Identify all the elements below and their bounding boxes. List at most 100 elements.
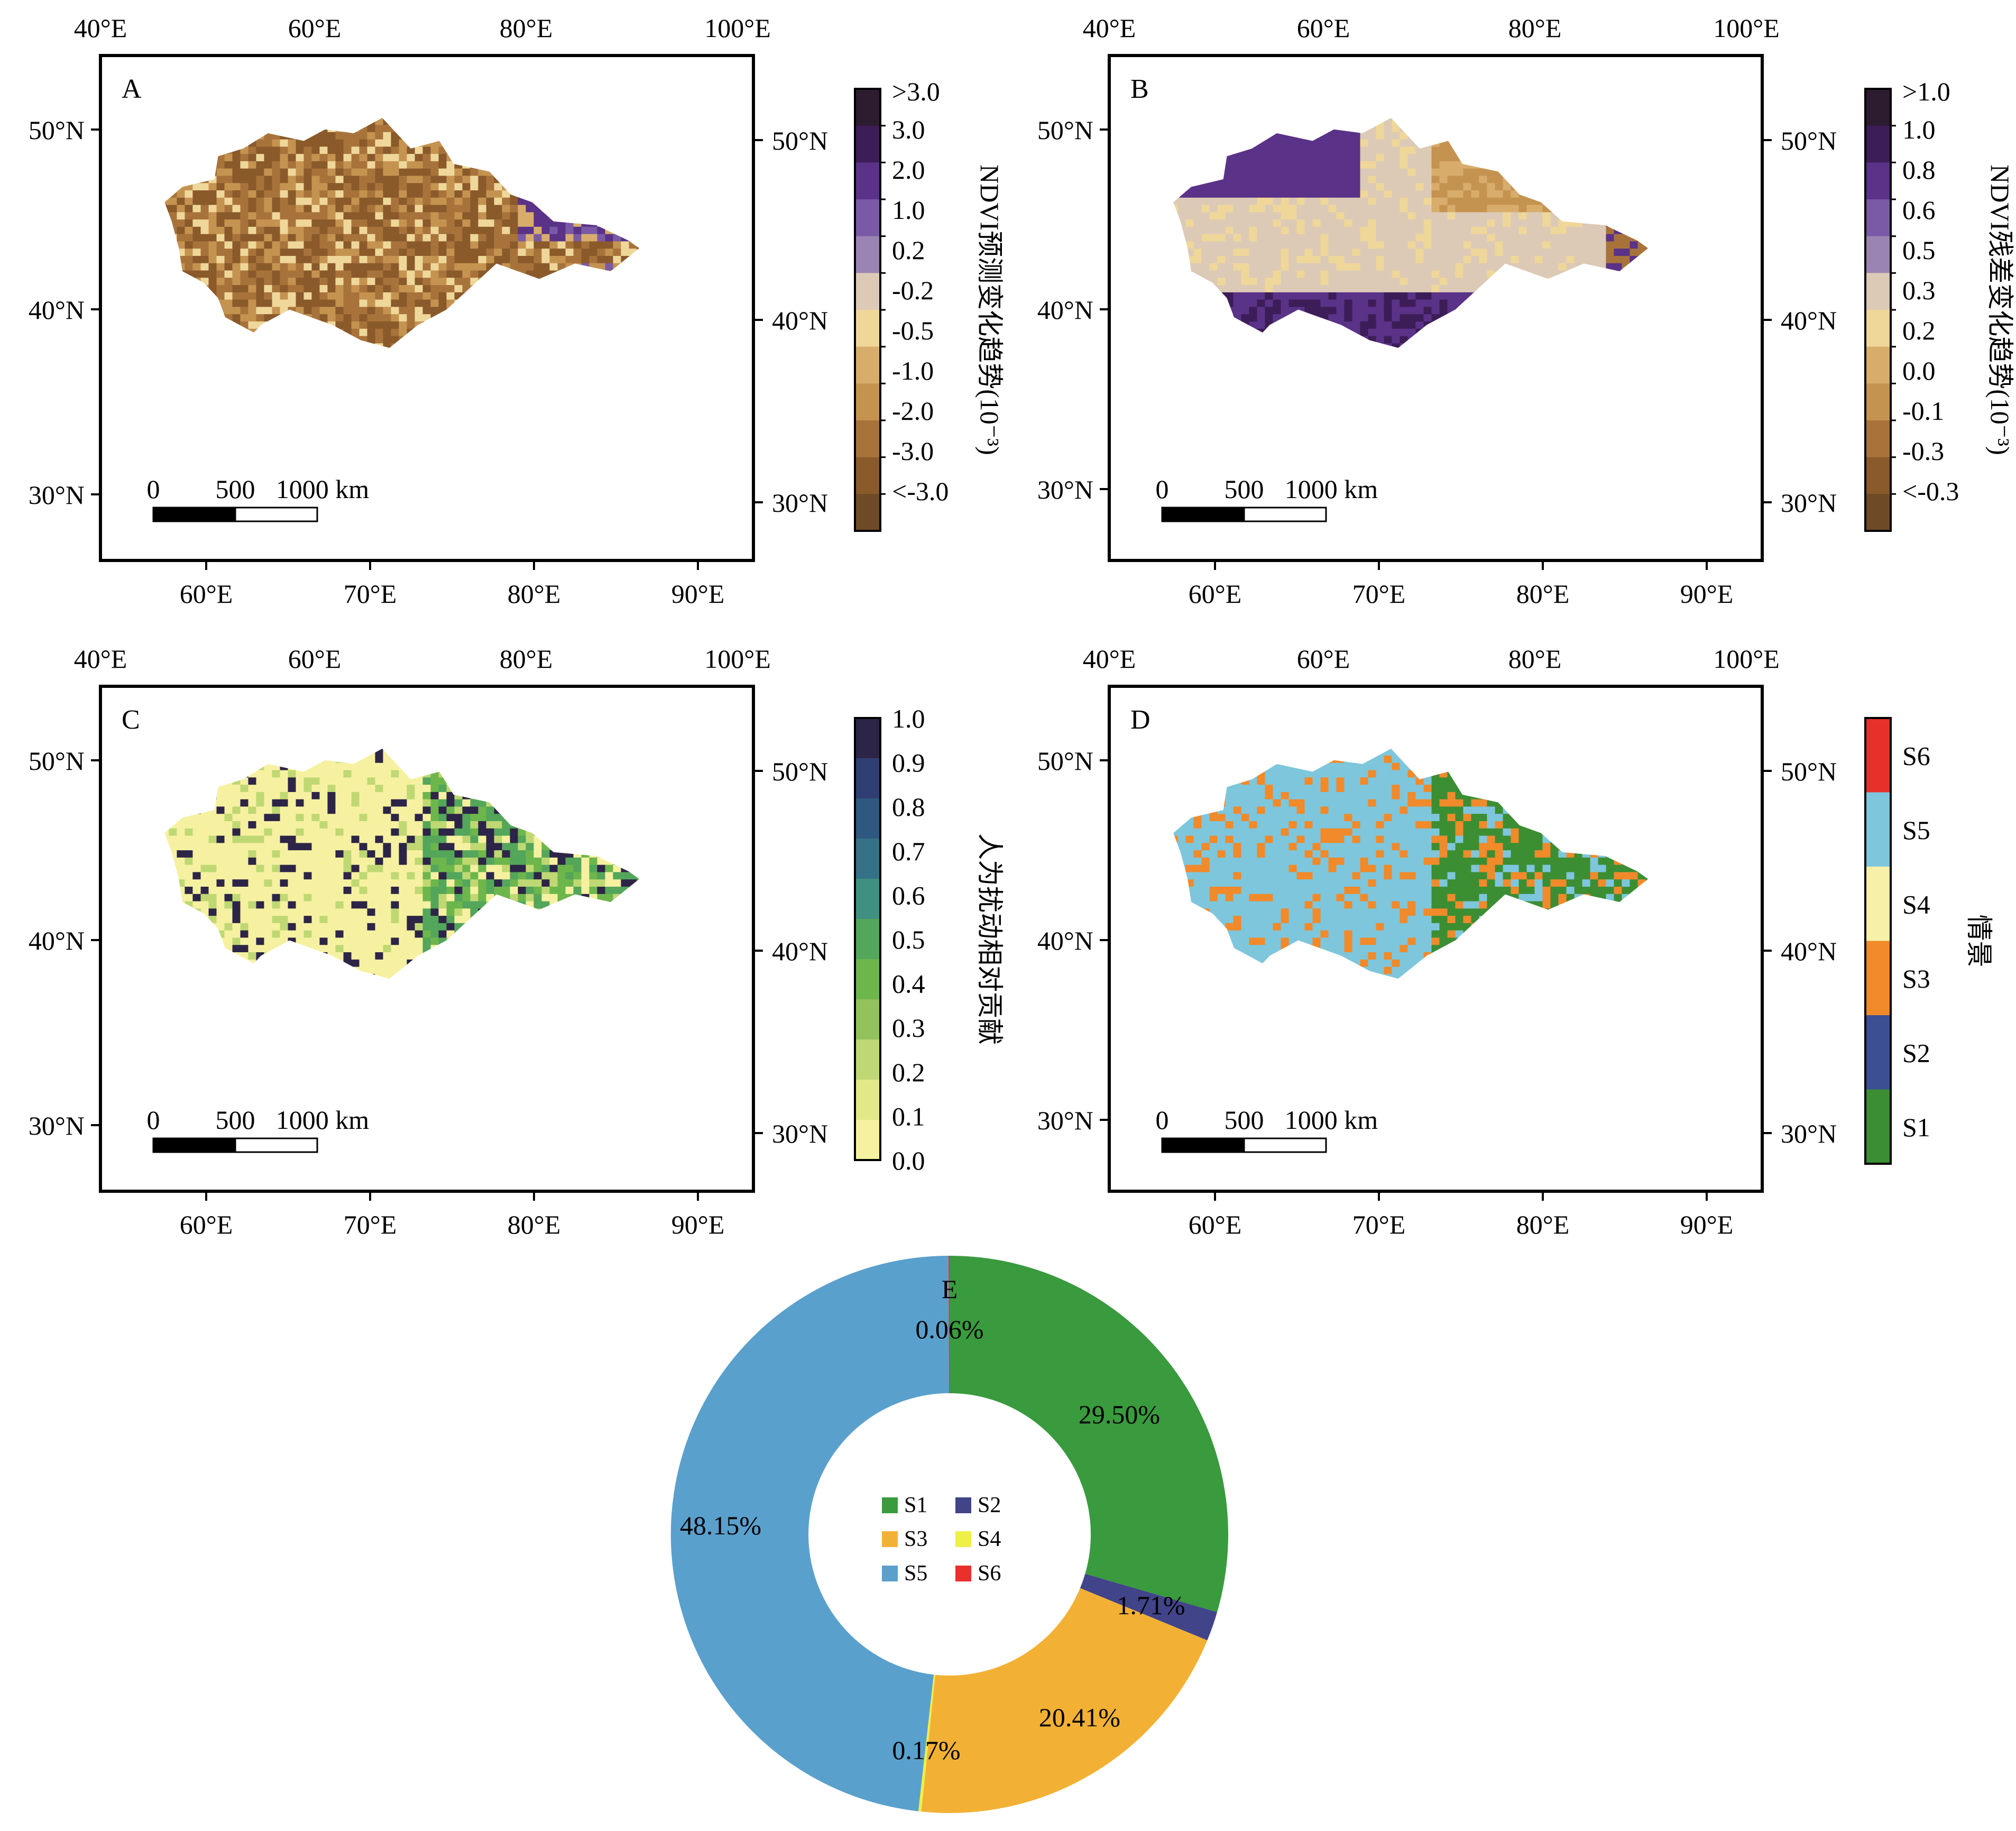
legend-swatch xyxy=(955,1566,971,1581)
colorbar-label: -0.2 xyxy=(892,275,934,305)
colorbar-swatch xyxy=(1865,1089,1891,1164)
colorbar: >3.0 3.0 2.0 1.0 0.2 -0.2 -0.5 -1.0 -2.0 -3.0 <-3.… xyxy=(854,77,1005,532)
colorbar: 1.0 0.9 0.8 0.7 0.6 0.5 0.4 0.3 0.2 0.1 0.0 人为扰动相对贡… xyxy=(854,704,1005,1175)
map-region xyxy=(1173,118,1649,348)
scalebar-label: 500 xyxy=(216,474,255,504)
lon-tick-label: 80°E xyxy=(508,579,561,609)
colorbar-swatch xyxy=(855,718,880,759)
colorbar-swatch xyxy=(855,919,880,960)
colorbar-title: NDVI残差变化趋势(10⁻³) xyxy=(1985,164,2015,455)
panel-letter: D xyxy=(1130,705,1150,735)
scalebar-label: 0 xyxy=(1156,474,1169,504)
map-frame xyxy=(1108,54,1764,562)
colorbar-label: S4 xyxy=(1902,889,1930,919)
colorbar-swatch xyxy=(1865,273,1891,310)
lat-tick-label-right: 30°N xyxy=(772,488,828,518)
panel-letter: A xyxy=(122,74,142,104)
lat-tick-label: 30°N xyxy=(29,480,85,510)
legend-label: S1 xyxy=(904,1493,927,1517)
colorbar-swatch xyxy=(855,798,880,839)
lat-tick-label-right: 40°N xyxy=(772,936,828,966)
lon-tick-label-top: 40°E xyxy=(1083,644,1136,674)
legend-swatch xyxy=(882,1531,898,1547)
lon-tick-label-top: 100°E xyxy=(704,13,771,43)
lon-tick-label: 90°E xyxy=(671,1210,725,1239)
lat-tick-label: 50°N xyxy=(29,746,85,776)
scalebar-black xyxy=(1161,507,1245,522)
lon-tick-label: 80°E xyxy=(1516,579,1570,609)
colorbar-label: 0.2 xyxy=(892,235,925,265)
colorbar-label: -1.0 xyxy=(892,356,934,385)
colorbar-swatch xyxy=(855,236,880,273)
colorbar-label: S6 xyxy=(1902,741,1930,770)
lon-tick-label: 90°E xyxy=(1680,1210,1734,1239)
colorbar-swatch xyxy=(855,1039,880,1080)
colorbar-label: 0.3 xyxy=(892,1013,925,1043)
legend-label: S4 xyxy=(978,1527,1001,1551)
colorbar-label: 0.4 xyxy=(892,969,925,999)
map-panel-b: B 60°E 70°E 80°E 90°E 40°E 60°E 80°E 100°E 50°N 40… xyxy=(1037,13,2015,609)
colorbar-label: >3.0 xyxy=(892,77,940,106)
lon-tick-label: 80°E xyxy=(1516,1210,1570,1239)
colorbar-swatch xyxy=(855,879,880,919)
colorbar-swatch xyxy=(1865,867,1891,941)
data-label: 48.15% xyxy=(680,1511,761,1540)
colorbar-label: 0.7 xyxy=(892,836,925,866)
scalebar-label: 0 xyxy=(1156,1105,1169,1135)
colorbar-swatch xyxy=(855,420,880,458)
colorbar-label: 0.6 xyxy=(892,880,925,910)
lat-tick-label: 40°N xyxy=(29,926,85,955)
scalebar-black xyxy=(152,507,236,522)
lat-tick-label-right: 40°N xyxy=(1781,306,1837,335)
colorbar-swatch xyxy=(855,839,880,879)
colorbar-swatch xyxy=(1865,941,1891,1016)
legend-swatch xyxy=(955,1531,971,1547)
lat-tick-label-right: 30°N xyxy=(772,1119,828,1148)
lon-tick-label-top: 100°E xyxy=(1713,644,1780,674)
map-panel-d: D 60°E 70°E 80°E 90°E 40°E 60°E 80°E 100°E 50°N 40… xyxy=(1037,644,1994,1239)
colorbar-title: NDVI预测变化趋势(10⁻³) xyxy=(975,164,1005,455)
colorbar-label: -2.0 xyxy=(892,396,934,426)
legend-label: S2 xyxy=(978,1493,1001,1517)
lon-tick-label: 70°E xyxy=(344,579,397,609)
lat-tick-label-right: 50°N xyxy=(1781,757,1837,786)
colorbar-swatch xyxy=(1865,125,1891,163)
colorbar-label: 0.1 xyxy=(892,1101,925,1131)
colorbar-swatch xyxy=(1865,236,1891,273)
scalebar-black xyxy=(1161,1137,1245,1153)
lon-tick-label-top: 80°E xyxy=(500,13,553,43)
map-region xyxy=(164,118,640,348)
lon-tick-label-top: 100°E xyxy=(704,644,771,674)
colorbar-label: -0.1 xyxy=(1902,396,1944,426)
lon-tick-label: 60°E xyxy=(180,1210,233,1239)
lon-tick-label: 80°E xyxy=(508,1210,561,1239)
donut-chart: E 29.50% 1.71% 20.41% 0.17% 48.15% 0.06% S1 S2 S3… xyxy=(670,1255,1229,1814)
scalebar-white xyxy=(1243,507,1327,522)
donut-slice-s1 xyxy=(950,1256,1229,1612)
lon-tick-label: 70°E xyxy=(344,1210,397,1239)
colorbar-swatch xyxy=(855,1080,880,1120)
lat-tick-label-right: 40°N xyxy=(1781,936,1837,966)
lat-tick-label: 40°N xyxy=(1037,926,1093,955)
panel-letter: C xyxy=(122,705,140,735)
legend-swatch xyxy=(882,1497,898,1513)
colorbar-swatch xyxy=(855,494,880,531)
colorbar-label: >1.0 xyxy=(1902,77,1950,106)
pie-legend: S1 S2 S3 S4 S5 S6 xyxy=(882,1493,1001,1586)
lon-tick-label-top: 60°E xyxy=(288,13,342,43)
colorbar-swatch xyxy=(1865,89,1891,126)
lon-tick-label: 60°E xyxy=(1189,579,1242,609)
scalebar-white xyxy=(234,1137,318,1153)
colorbar-swatch xyxy=(1865,162,1891,200)
scalebar-label: 1000 km xyxy=(1285,474,1378,504)
colorbar-label: -3.0 xyxy=(892,436,934,466)
lat-tick-label-right: 30°N xyxy=(1781,488,1837,518)
colorbar-label: -0.5 xyxy=(892,316,934,345)
colorbar-label: 0.5 xyxy=(892,925,925,954)
lon-tick-label: 60°E xyxy=(180,579,233,609)
colorbar-label: 1.0 xyxy=(892,195,925,225)
colorbar-swatch xyxy=(1865,1015,1891,1090)
scalebar-label: 0 xyxy=(147,474,160,504)
colorbar-swatch xyxy=(1865,310,1891,347)
scalebar-label: 500 xyxy=(1225,1105,1264,1135)
